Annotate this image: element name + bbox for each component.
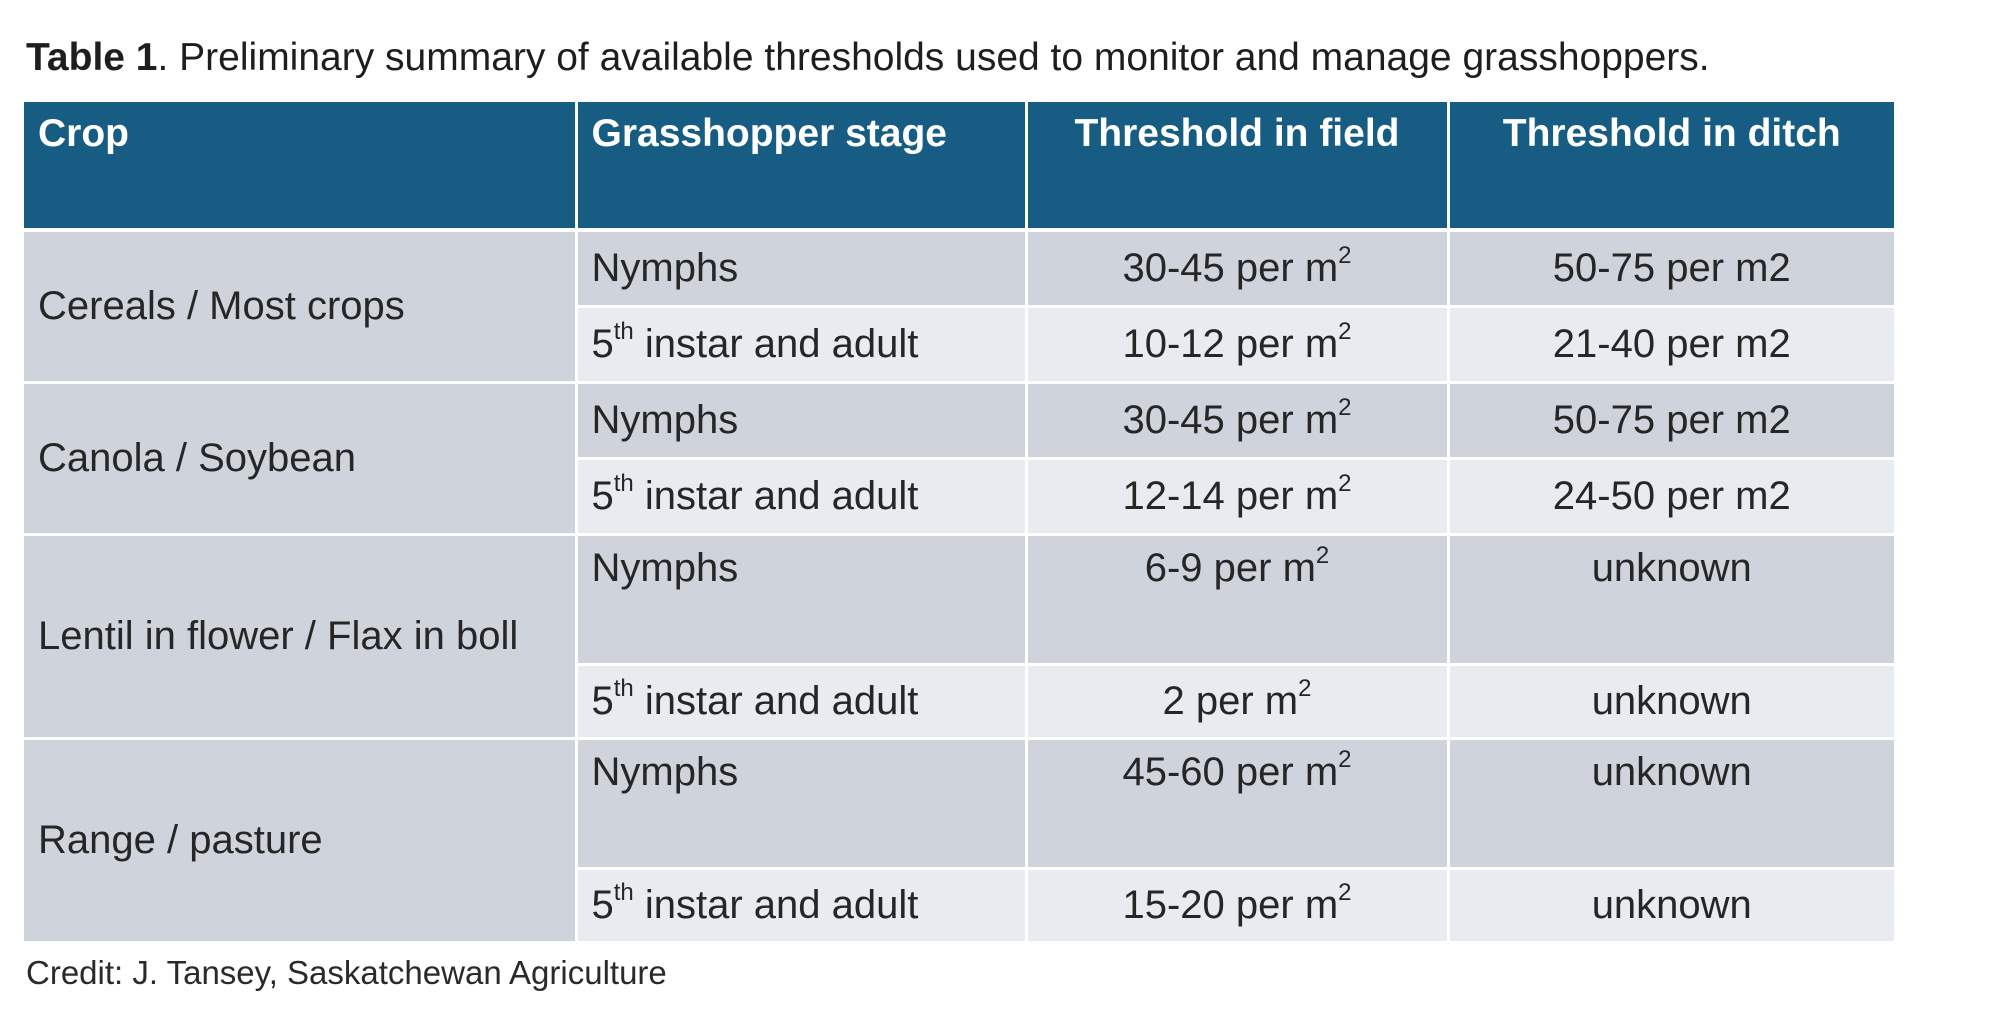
table-caption-label: Table 1: [26, 36, 158, 79]
ditch-threshold-cell: unknown: [1448, 738, 1894, 870]
stage-rest: instar and adult: [633, 473, 919, 518]
field-threshold-text: 15-20 per m: [1122, 882, 1339, 927]
stage-rest: instar and adult: [633, 882, 919, 927]
stage-text: 5: [591, 321, 614, 366]
ditch-threshold-cell: 50-75 per m2: [1448, 382, 1894, 460]
stage-rest: instar and adult: [633, 321, 919, 366]
field-threshold-sup: 2: [1315, 541, 1330, 569]
field-threshold-sup: 2: [1338, 241, 1352, 269]
field-threshold-cell: 15-20 per m2: [1026, 868, 1450, 944]
stage-cell: Nymphs: [576, 738, 1028, 870]
field-threshold-text: 6-9 per m: [1144, 545, 1316, 590]
header-threshold-ditch: Threshold in ditch: [1448, 102, 1894, 232]
stage-text: Nymphs: [591, 245, 739, 290]
table-row: Range / pasture Nymphs 45-60 per m2 unkn…: [24, 738, 1894, 944]
ditch-threshold-cell: 50-75 per m2: [1448, 230, 1894, 308]
header-grasshopper-stage: Grasshopper stage: [576, 102, 1028, 232]
stage-text: 5: [591, 678, 614, 723]
stage-cell: Nymphs: [576, 534, 1028, 666]
field-threshold-cell: 30-45 per m2: [1026, 382, 1450, 460]
stage-sup: th: [613, 317, 634, 345]
table-header-row: Crop Grasshopper stage Threshold in fiel…: [24, 102, 1894, 232]
table-row: Cereals / Most crops Nymphs 30-45 per m2…: [24, 230, 1894, 384]
field-threshold-sup: 2: [1338, 878, 1352, 906]
table-caption: Table 1. Preliminary summary of availabl…: [26, 30, 1710, 86]
field-threshold-text: 30-45 per m: [1122, 245, 1339, 290]
stage-cell: 5th instar and adult: [576, 664, 1028, 740]
credit-line: Credit: J. Tansey, Saskatchewan Agricult…: [26, 954, 667, 991]
ditch-threshold-cell: unknown: [1448, 534, 1894, 666]
stage-cell: 5th instar and adult: [576, 306, 1028, 384]
ditch-threshold-cell: unknown: [1448, 664, 1894, 740]
stage-sup: th: [613, 674, 634, 702]
stage-text: Nymphs: [591, 397, 739, 442]
field-threshold-cell: 45-60 per m2: [1026, 738, 1450, 870]
field-threshold-text: 30-45 per m: [1122, 397, 1339, 442]
stage-cell: 5th instar and adult: [576, 868, 1028, 944]
field-threshold-text: 10-12 per m: [1122, 321, 1339, 366]
table-caption-text: . Preliminary summary of available thres…: [157, 36, 1710, 79]
stage-text: 5: [591, 882, 614, 927]
table-row: 5th instar and adult 10-12 per m2 21-40 …: [24, 306, 1894, 384]
stage-cell: Nymphs: [576, 382, 1028, 460]
thresholds-table: Crop Grasshopper stage Threshold in fiel…: [24, 102, 1894, 944]
ditch-threshold-cell: unknown: [1448, 868, 1894, 944]
ditch-threshold-cell: 21-40 per m2: [1448, 306, 1894, 384]
field-threshold-text: 45-60 per m: [1122, 749, 1339, 794]
table-row: Canola / Soybean Nymphs 30-45 per m2 50-…: [24, 382, 1894, 536]
table-row: 5th instar and adult 2 per m2 unknown: [24, 664, 1894, 740]
header-threshold-field: Threshold in field: [1026, 102, 1450, 232]
crop-cell: Lentil in flower / Flax in boll: [24, 534, 578, 740]
table-row: 5th instar and adult 12-14 per m2 24-50 …: [24, 458, 1894, 536]
field-threshold-cell: 2 per m2: [1026, 664, 1450, 740]
stage-sup: th: [613, 878, 634, 906]
field-threshold-sup: 2: [1338, 317, 1352, 345]
table-row: Lentil in flower / Flax in boll Nymphs 6…: [24, 534, 1894, 740]
table-row: 5th instar and adult 15-20 per m2 unknow…: [24, 868, 1894, 944]
field-threshold-sup: 2: [1298, 674, 1312, 702]
field-threshold-sup: 2: [1338, 393, 1352, 421]
crop-cell: Range / pasture: [24, 738, 578, 944]
crop-cell: Canola / Soybean: [24, 382, 578, 536]
stage-text: 5: [591, 473, 614, 518]
stage-text: Nymphs: [591, 545, 739, 590]
field-threshold-sup: 2: [1338, 745, 1352, 773]
field-threshold-text: 12-14 per m: [1122, 473, 1339, 518]
field-threshold-cell: 12-14 per m2: [1026, 458, 1450, 536]
stage-cell: Nymphs: [576, 230, 1028, 308]
field-threshold-cell: 6-9 per m2: [1026, 534, 1450, 666]
field-threshold-sup: 2: [1338, 469, 1352, 497]
header-crop: Crop: [24, 102, 578, 232]
field-threshold-cell: 10-12 per m2: [1026, 306, 1450, 384]
field-threshold-cell: 30-45 per m2: [1026, 230, 1450, 308]
crop-cell: Cereals / Most crops: [24, 230, 578, 384]
stage-rest: instar and adult: [633, 678, 919, 723]
stage-sup: th: [613, 469, 634, 497]
ditch-threshold-cell: 24-50 per m2: [1448, 458, 1894, 536]
stage-text: Nymphs: [591, 749, 739, 794]
field-threshold-text: 2 per m: [1162, 678, 1299, 723]
stage-cell: 5th instar and adult: [576, 458, 1028, 536]
